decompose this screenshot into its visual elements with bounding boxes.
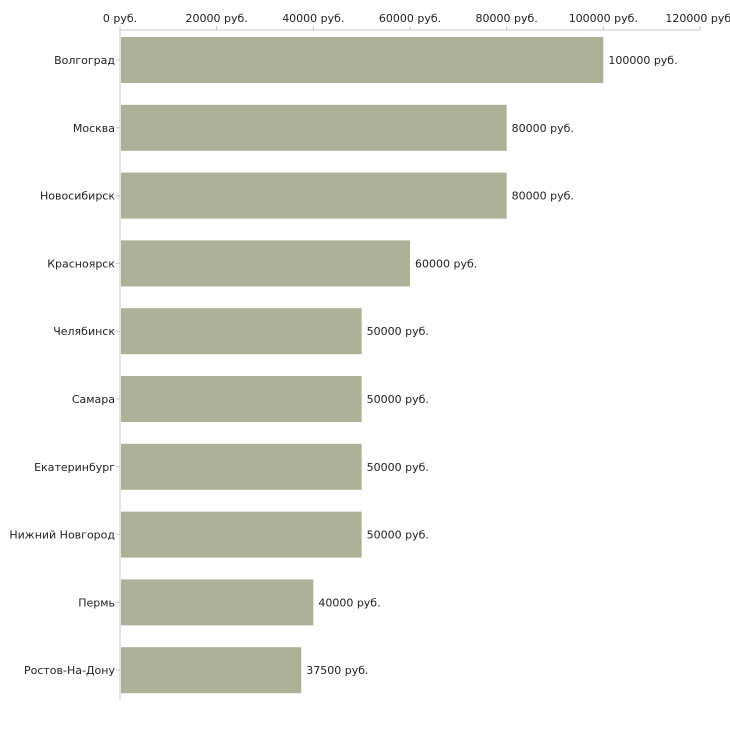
value-label: 40000 руб. <box>318 596 380 609</box>
x-tick-label: 80000 руб. <box>476 12 538 25</box>
value-label: 50000 руб. <box>367 393 429 406</box>
category-label: Новосибирск <box>40 190 115 203</box>
value-label: 80000 руб. <box>512 190 574 203</box>
bar <box>121 37 604 83</box>
category-label: Челябинск <box>53 325 115 338</box>
x-tick-label: 0 руб. <box>103 12 137 25</box>
category-label: Красноярск <box>47 257 115 270</box>
x-tick-label: 100000 руб. <box>569 12 638 25</box>
x-tick-label: 20000 руб. <box>186 12 248 25</box>
value-label: 50000 руб. <box>367 325 429 338</box>
value-label: 37500 руб. <box>306 664 368 677</box>
value-label: 50000 руб. <box>367 461 429 474</box>
bar <box>121 647 302 694</box>
bar <box>121 511 362 558</box>
x-tick-label: 120000 руб. <box>665 12 730 25</box>
bar <box>121 376 362 422</box>
value-label: 60000 руб. <box>415 257 477 270</box>
category-label: Пермь <box>78 596 115 609</box>
bar <box>121 172 507 219</box>
x-tick-label: 40000 руб. <box>282 12 344 25</box>
bar <box>121 443 362 490</box>
bar <box>121 240 410 287</box>
category-label: Москва <box>73 122 115 135</box>
category-label: Нижний Новгород <box>9 529 115 542</box>
value-label: 100000 руб. <box>608 54 677 67</box>
x-tick-label: 60000 руб. <box>379 12 441 25</box>
bar <box>121 579 314 626</box>
category-label: Волгоград <box>54 54 115 67</box>
value-label: 50000 руб. <box>367 529 429 542</box>
category-label: Самара <box>72 393 115 406</box>
category-label: Екатеринбург <box>34 461 115 474</box>
bar <box>121 308 362 355</box>
category-label: Ростов-На-Дону <box>24 664 115 677</box>
value-label: 80000 руб. <box>512 122 574 135</box>
bar <box>121 104 507 151</box>
